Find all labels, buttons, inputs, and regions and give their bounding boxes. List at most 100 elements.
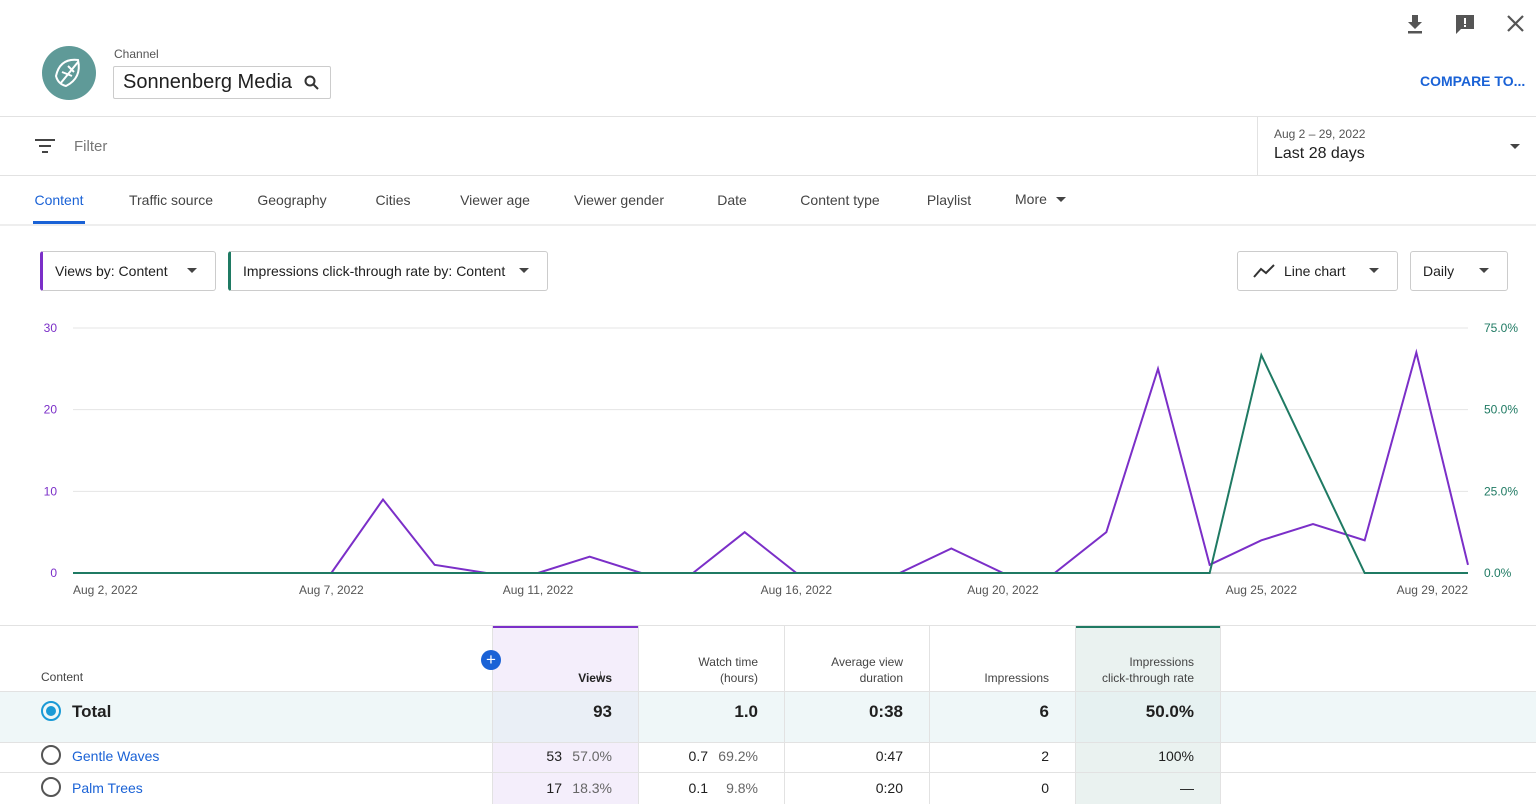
metric-label: Impressions click-through rate by: Conte… [243,263,505,279]
metric-select[interactable]: Impressions click-through rate by: Conte… [228,251,548,291]
filter-icon[interactable] [35,138,55,154]
x-tick-label: Aug 29, 2022 [1397,583,1469,597]
total-label: Total [72,702,111,722]
tab[interactable]: Traffic source [129,192,213,208]
cell-views-share: 57.0% [572,748,612,764]
cell-watch-time: 1.0 [734,702,758,722]
caret [1056,197,1066,202]
data-table: ContentViewsWatch time (hours)Average vi… [0,625,1536,804]
row-radio[interactable] [41,745,61,765]
cell-watch-share: 9.8% [726,780,758,796]
column-divider [929,626,930,804]
caret [187,268,197,273]
x-tick-label: Aug 25, 2022 [1226,583,1298,597]
interval-label: Daily [1423,263,1454,279]
x-tick-label: Aug 7, 2022 [299,583,364,597]
cell-views: 93 [593,702,612,722]
avatar-icon [42,46,96,100]
cell-ctr: 100% [1158,748,1194,764]
divider [0,116,1536,117]
channel-label: Channel [114,47,159,61]
y2-tick-label: 0.0% [1484,566,1512,580]
metric-label: Views by: Content [55,263,168,279]
compare-link[interactable]: COMPARE TO... [1420,73,1525,89]
divider [0,224,1536,226]
divider [1257,117,1258,175]
tab[interactable]: Cities [375,192,410,208]
y2-tick-label: 50.0% [1484,403,1518,417]
row-radio[interactable] [41,701,61,721]
filter-input[interactable]: Filter [74,138,107,155]
y-tick-label: 0 [50,566,57,580]
y-tick-label: 30 [44,321,58,335]
tab[interactable]: Content [34,192,83,208]
channel-select[interactable]: Sonnenberg Media [113,66,331,99]
tab[interactable]: Date [717,192,747,208]
content-link[interactable]: Gentle Waves [72,748,159,764]
y2-tick-label: 25.0% [1484,484,1518,498]
tab[interactable]: Playlist [927,192,971,208]
close-icon[interactable] [1508,16,1523,31]
cell-avg-duration: 0:47 [876,748,903,764]
more-label: More [1015,191,1047,207]
top-icons [1406,12,1530,38]
row-radio[interactable] [41,777,61,797]
interval-select[interactable]: Daily [1410,251,1508,291]
column-divider [784,626,785,804]
cell-impressions: 2 [1041,748,1049,764]
radio-dot [46,706,56,716]
period-select[interactable]: Last 28 days [1274,145,1365,163]
cell-impressions: 6 [1040,702,1049,722]
x-tick-label: Aug 11, 2022 [503,583,574,597]
chart-type-label: Line chart [1284,263,1345,279]
cell-views-share: 18.3% [572,780,612,796]
column-header: Content [41,669,83,685]
line-icon [1253,264,1275,278]
content-link[interactable]: Palm Trees [72,780,143,796]
caret [519,268,529,273]
column-divider [1075,626,1076,804]
metric-select[interactable]: Views by: Content [40,251,216,291]
channel-avatar [42,46,96,100]
row-divider [0,772,1536,773]
caret [1369,268,1379,273]
total-row-bg [0,691,1536,743]
cell-watch-time: 0.1 [689,780,708,796]
add-metric-button[interactable]: + [481,650,501,670]
column-header: Watch time (hours) [663,654,758,686]
cell-views: 53 [546,748,562,764]
column-header: Impressions click-through rate [1099,654,1194,686]
tab[interactable]: Content type [800,192,879,208]
y2-tick-label: 75.0% [1484,321,1518,335]
chart-type-select[interactable]: Line chart [1237,251,1398,291]
cell-impressions: 0 [1041,780,1049,796]
y-tick-label: 10 [44,484,58,498]
caret [1479,268,1489,273]
tab[interactable]: Viewer age [460,192,530,208]
sort-arrow: ↓ [597,666,604,682]
column-header: Average view duration [808,654,903,686]
search-icon [304,75,320,91]
channel-name: Sonnenberg Media [123,71,292,93]
cell-ctr: — [1180,780,1194,796]
cell-watch-share: 69.2% [718,748,758,764]
download-icon[interactable] [1408,15,1422,34]
cell-views: 17 [546,780,562,796]
more-tab[interactable]: More [1015,191,1047,207]
tab-indicator [33,221,85,224]
feedback-icon[interactable] [1456,15,1474,34]
caret [1510,144,1520,149]
cell-ctr: 50.0% [1146,702,1194,722]
cell-avg-duration: 0:38 [869,702,903,722]
series-line [73,353,1468,574]
cell-watch-time: 0.7 [689,748,708,764]
tab[interactable]: Geography [257,192,326,208]
divider [0,175,1536,176]
series-line [73,355,1468,573]
x-tick-label: Aug 2, 2022 [73,583,138,597]
column-divider [1220,626,1221,804]
y-tick-label: 20 [44,403,58,417]
tab[interactable]: Viewer gender [574,192,664,208]
x-tick-label: Aug 20, 2022 [967,583,1039,597]
